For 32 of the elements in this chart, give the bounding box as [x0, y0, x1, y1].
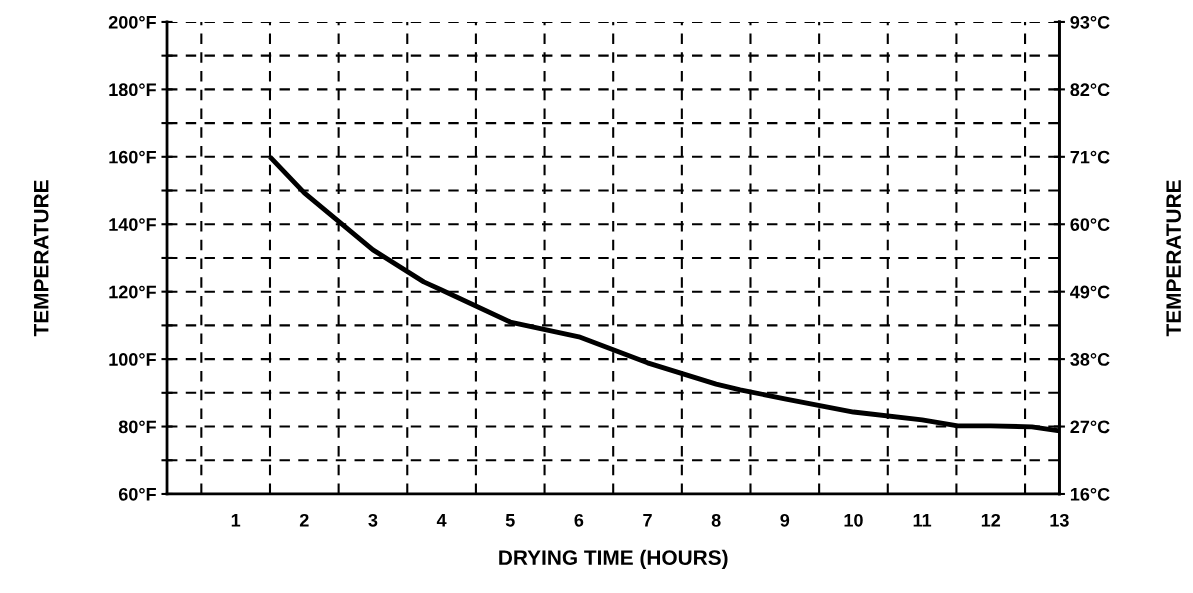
y2-tick-label: 93°C	[1070, 15, 1110, 29]
y-tick-label: 80°F	[118, 420, 156, 434]
y2-tick-label: 60°C	[1070, 218, 1110, 231]
y-tick-label: 100°F	[109, 353, 156, 366]
y-tick-label: 120°F	[109, 285, 156, 299]
x-tick-label: 9	[780, 513, 790, 527]
y2-tick-label: 49°C	[1070, 285, 1110, 299]
x-tick-label: 7	[643, 514, 652, 527]
y2-tick-label: 38°C	[1070, 353, 1110, 366]
y2-tick-label: 16°C	[1070, 487, 1110, 501]
x-axis-title: DRYING TIME (HOURS)	[499, 549, 728, 570]
x-tick-label: 4	[436, 514, 447, 527]
y-tick-label: 180°F	[109, 83, 156, 97]
x-tick-label: 11	[913, 514, 932, 527]
y-tick-label: 200°F	[108, 15, 156, 29]
y-tick-label: 160°F	[109, 150, 156, 164]
x-tick-label: 6	[574, 513, 584, 527]
x-tick-label: 12	[981, 513, 1001, 527]
x-tick-label: 2	[299, 513, 309, 527]
y2-tick-label: 27°C	[1070, 420, 1110, 434]
y-tick-label: 60°F	[118, 487, 156, 501]
x-tick-label: 3	[368, 513, 378, 527]
y2-tick-label: 82°C	[1070, 83, 1110, 97]
y-axis-title: TEMPERATURE	[34, 180, 49, 337]
x-tick-label: 10	[844, 513, 863, 527]
y2-axis-title: TEMPERATURE	[1166, 180, 1181, 337]
x-tick-label: 13	[1050, 513, 1069, 527]
x-tick-label: 5	[505, 514, 515, 527]
y2-tick-label: 71°C	[1070, 150, 1110, 164]
x-tick-label: 1	[231, 514, 241, 527]
y-tick-label: 140°F	[109, 218, 156, 231]
x-tick-label: 8	[711, 513, 721, 527]
